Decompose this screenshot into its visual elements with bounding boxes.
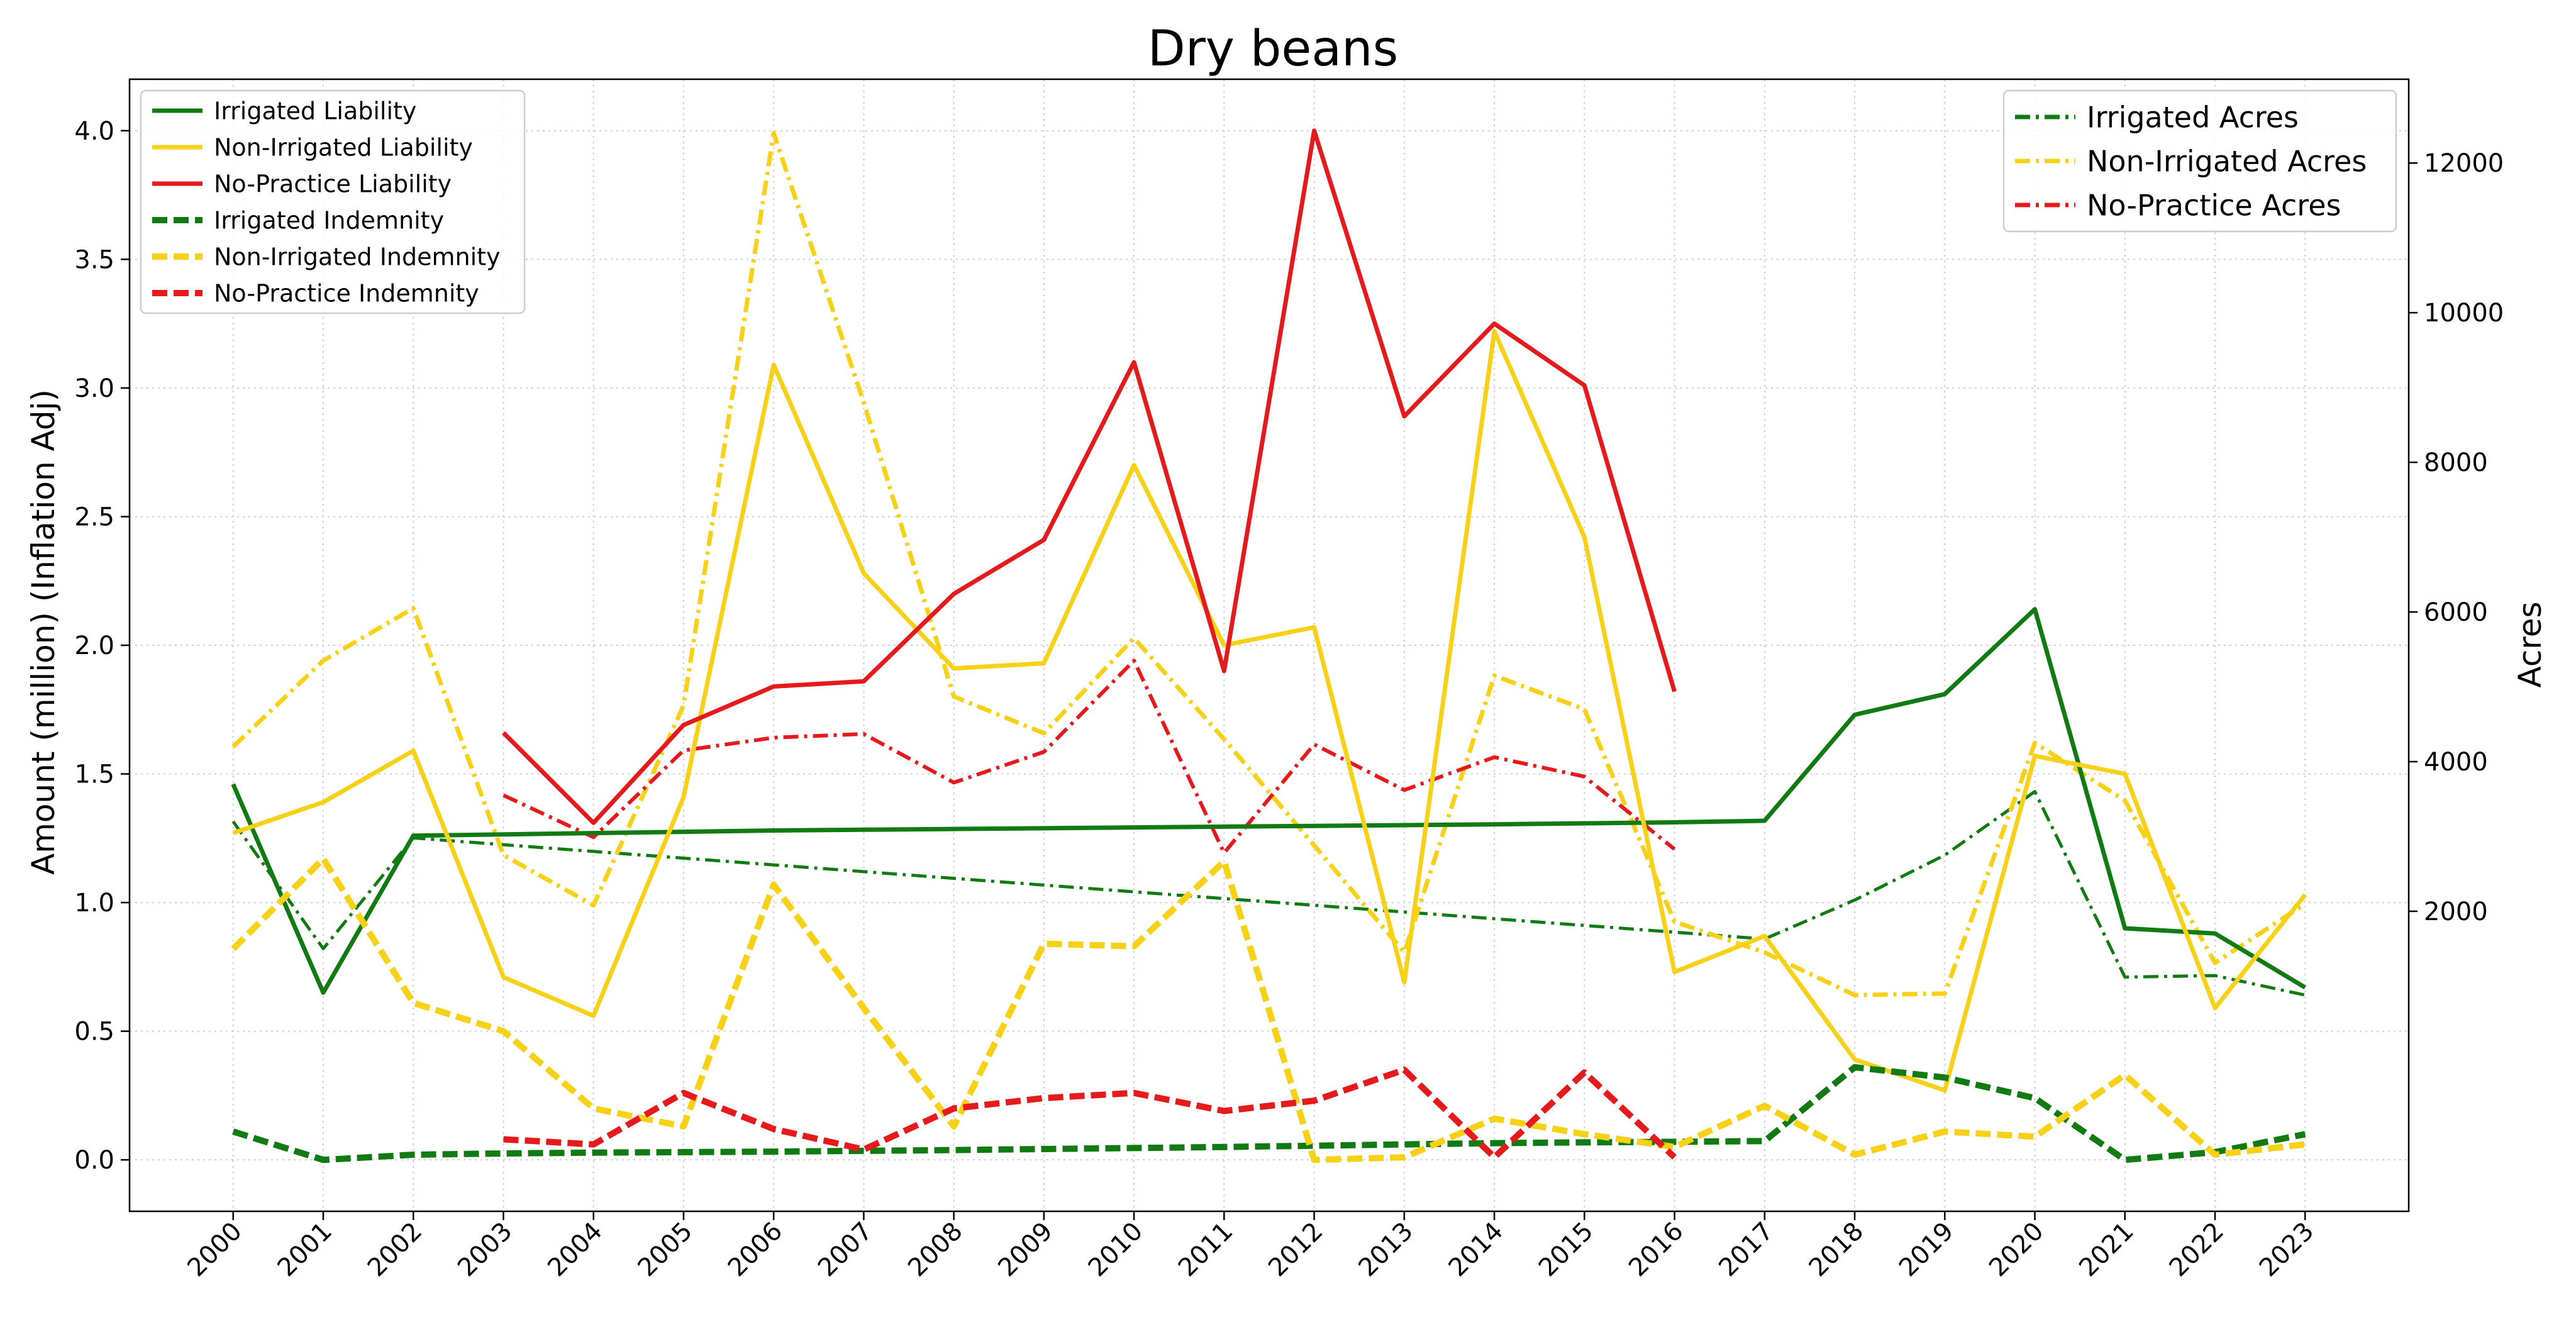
legend-label-irrigated-acres: Irrigated Acres [2087, 101, 2299, 135]
non-irrigated-acres-line [231, 131, 2307, 997]
y-tick-label: 3.5 [74, 245, 114, 274]
y-tick-label: 2.0 [74, 631, 114, 660]
y-tick-label: 3.0 [74, 374, 114, 403]
y-tick-label: 4.0 [74, 117, 114, 146]
y-axis-left: 0.0 0.5 1.0 1.5 2.0 2.5 3.0 3.5 4.0 [74, 117, 130, 1175]
amount-series-layer [231, 128, 2307, 1164]
legend-acres: Irrigated Acres Non-Irrigated Acres No-Pra… [2002, 89, 2397, 233]
irrigated-liability-line [231, 607, 2307, 995]
legend-label-non-irrigated-indemnity: Non-Irrigated Indemnity [214, 243, 501, 271]
y-tick-label: 1.0 [74, 889, 114, 918]
acres-series-layer [231, 131, 2307, 997]
y-tick-label: 0.5 [74, 1018, 114, 1047]
y2-tick-label: 10000 [2424, 299, 2504, 328]
y-tick-label: 1.5 [74, 760, 114, 789]
legend-label-non-irrigated-liability: Non-Irrigated Liability [214, 134, 473, 162]
no-practice-acres-line [502, 658, 1676, 855]
irrigated-acres-line [231, 790, 2306, 997]
non-irrigated-liability-line [232, 329, 2307, 1093]
no-practice-liability-line [502, 128, 1677, 825]
y-axis-right: 2000 4000 6000 8000 10000 12000 [2409, 149, 2504, 926]
legend-label-irrigated-indemnity: Irrigated Indemnity [214, 207, 444, 235]
y2-tick-label: 2000 [2424, 897, 2488, 926]
y-axis-title: Amount (million) (Inflation Adj) [25, 389, 62, 875]
y2-tick-label: 4000 [2424, 748, 2488, 777]
y-tick-label: 2.5 [74, 503, 114, 531]
legend-label-no-practice-acres: No-Practice Acres [2087, 189, 2341, 223]
non-irrigated-indemnity-line [231, 855, 2306, 1164]
irrigated-indemnity-line [232, 1064, 2306, 1164]
y2-tick-label: 12000 [2424, 149, 2504, 178]
legend-label-no-practice-indemnity: No-Practice Indemnity [214, 280, 479, 308]
y2-tick-label: 6000 [2424, 598, 2488, 627]
y-tick-label: 0.0 [74, 1146, 114, 1175]
legend-label-no-practice-liability: No-Practice Liability [214, 170, 452, 198]
legend-box [140, 89, 526, 314]
legend-label-irrigated-liability: Irrigated Liability [214, 97, 416, 125]
y2-tick-label: 8000 [2424, 448, 2488, 477]
legend-box [2002, 89, 2397, 233]
legend-amounts: Irrigated Liability Non-Irrigated Liabili… [140, 89, 526, 314]
y2-axis-title: Acres [2512, 601, 2548, 687]
chart-title: Dry beans [1148, 21, 1398, 77]
legend-label-non-irrigated-acres: Non-Irrigated Acres [2087, 145, 2367, 179]
